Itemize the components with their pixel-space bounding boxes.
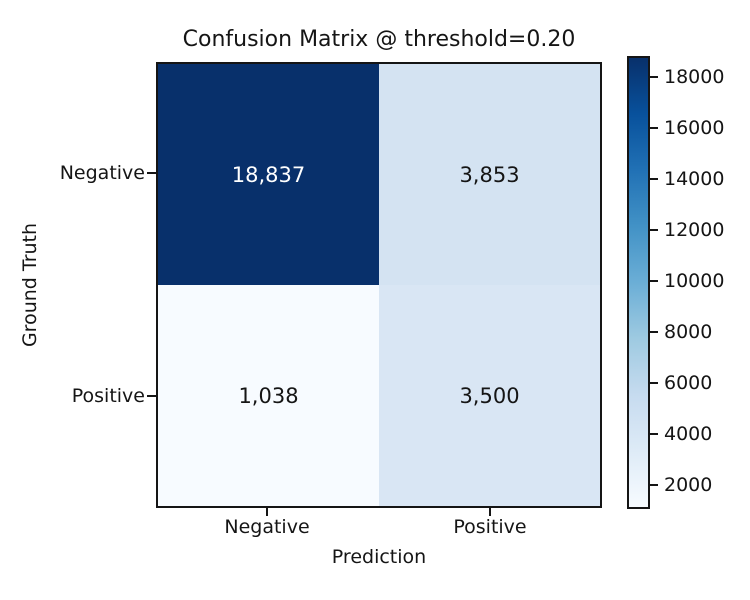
y-axis-label: Ground Truth — [19, 222, 41, 348]
x-tick-mark — [489, 508, 491, 516]
y-tick-label-positive: Positive — [71, 385, 145, 407]
matrix-cell-true-negative: 18,837 — [158, 64, 379, 285]
matrix-cell-true-positive: 3,500 — [379, 285, 600, 506]
cell-value: 18,837 — [231, 162, 306, 187]
x-tick-label-negative: Negative — [224, 516, 310, 538]
colorbar-tick-label: 4000 — [664, 422, 713, 445]
cell-value: 3,500 — [459, 383, 520, 408]
heatmap-plot-area: 18,837 3,853 1,038 3,500 — [156, 62, 602, 508]
x-axis-label: Prediction — [331, 546, 427, 568]
cell-value: 3,853 — [459, 162, 520, 187]
colorbar-tick-label: 6000 — [664, 371, 713, 394]
colorbar-tick-mark — [650, 76, 658, 79]
colorbar-tick-label: 8000 — [664, 320, 713, 343]
colorbar-tick-mark — [650, 127, 658, 130]
y-tick-mark — [147, 172, 156, 174]
colorbar-tick-mark — [650, 279, 658, 282]
colorbar — [627, 56, 650, 509]
colorbar-tick-mark — [650, 381, 658, 384]
matrix-cell-false-negative: 1,038 — [158, 285, 379, 506]
colorbar-tick-mark — [650, 229, 658, 231]
chart-title: Confusion Matrix @ threshold=0.20 — [182, 27, 576, 52]
matrix-cell-false-positive: 3,853 — [379, 64, 600, 285]
colorbar-tick-label: 18000 — [664, 66, 725, 89]
cell-value: 1,038 — [238, 383, 299, 408]
colorbar-tick-label: 16000 — [664, 117, 725, 140]
colorbar-tick-mark — [650, 483, 658, 486]
colorbar-tick-label: 14000 — [664, 168, 725, 191]
y-tick-label-negative: Negative — [59, 162, 145, 184]
x-tick-mark — [266, 508, 268, 516]
colorbar-tick-label: 2000 — [664, 473, 713, 496]
colorbar-tick-mark — [650, 330, 658, 333]
y-tick-mark — [147, 395, 156, 397]
x-tick-label-positive: Positive — [453, 516, 527, 538]
colorbar-tick-mark — [650, 178, 658, 181]
colorbar-tick-label: 12000 — [664, 219, 725, 241]
colorbar-tick-label: 10000 — [664, 269, 725, 292]
colorbar-tick-mark — [650, 432, 658, 435]
